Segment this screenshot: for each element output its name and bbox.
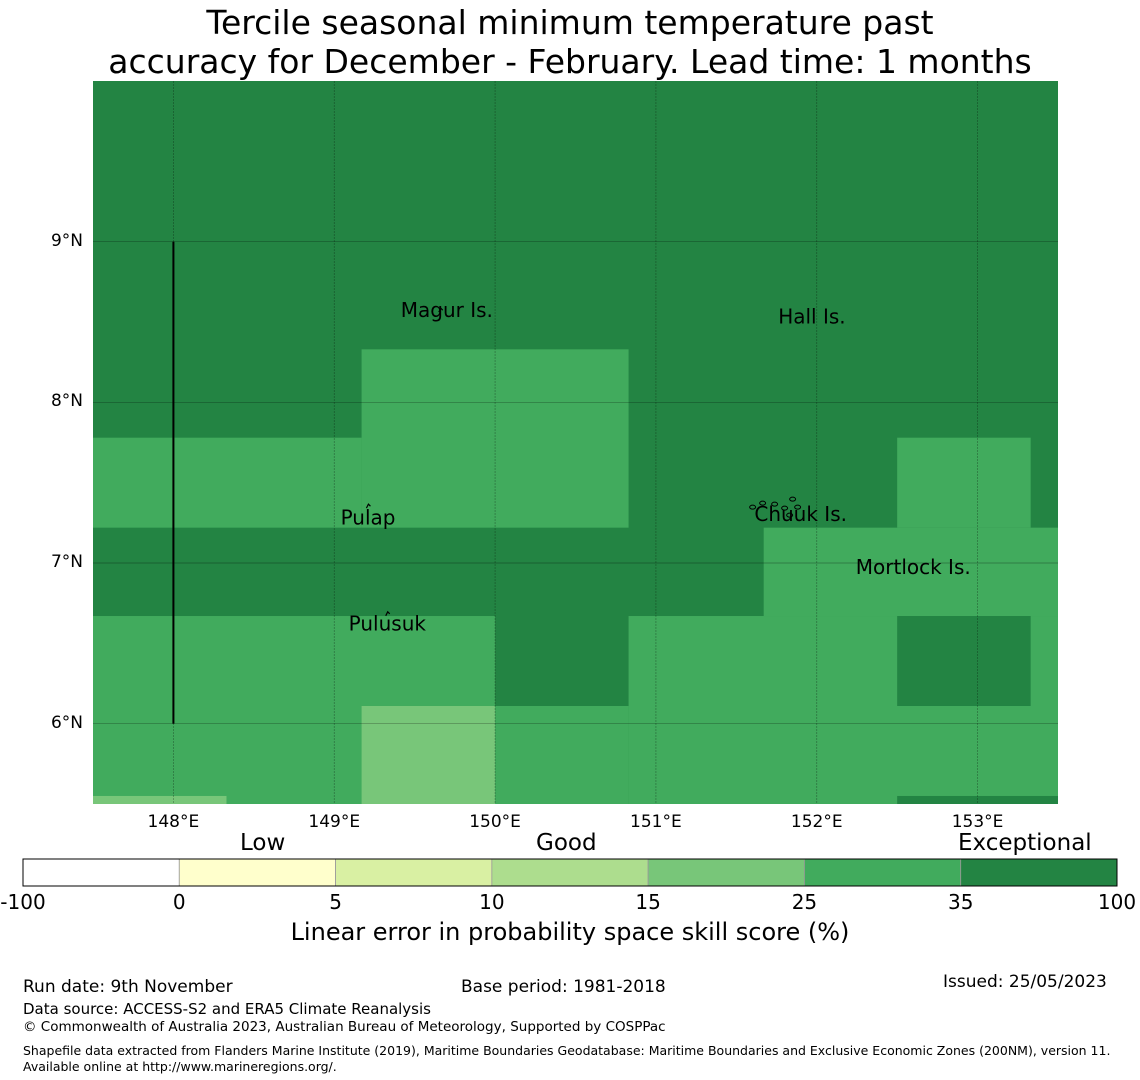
colorbar-tick-label: 25	[791, 890, 818, 914]
colorbar-tick-label: 15	[635, 890, 661, 914]
skill-cell-3	[897, 437, 1031, 528]
chart-title: Tercile seasonal minimum temperature pas…	[0, 3, 1140, 82]
data-source: Data source: ACCESS-S2 and ERA5 Climate …	[23, 1000, 431, 1018]
colorbar-tick-label: 100	[1097, 890, 1137, 914]
shapefile-credit: Shapefile data extracted from Flanders M…	[23, 1043, 1111, 1075]
skill-map: Magur Is. Hall Is. Pulap Chuuk Is. Mortlock …	[22, 81, 1118, 887]
copyright: © Commonwealth of Australia 2023, Austra…	[23, 1019, 666, 1035]
chuuk-island-outline	[771, 501, 779, 507]
lat-tick-label: 7°N	[50, 552, 83, 572]
colorbar-tick-label: 5	[329, 890, 342, 914]
colorbar-tick-label: 0	[172, 890, 186, 914]
colorbar-tick-label: -100	[0, 890, 46, 914]
place-label-0: Magur Is.	[401, 298, 493, 322]
place-label-3: Chuuk Is.	[754, 502, 847, 526]
place-label-1: Hall Is.	[778, 305, 845, 329]
run-date: Run date: 9th November	[23, 977, 233, 997]
lon-tick-label: 149°E	[308, 812, 361, 832]
lat-tick-label: 9°N	[50, 230, 83, 251]
issued-date: Issued: 25/05/2023	[943, 972, 1107, 992]
chuuk-island-outline	[789, 496, 797, 502]
skill-cell-11	[93, 795, 227, 804]
legend-category-low: Low	[240, 830, 286, 856]
legend-category-exceptional: Exceptional	[958, 830, 1092, 856]
lon-tick-label: 150°E	[469, 812, 521, 832]
chuuk-island-outline	[781, 505, 789, 511]
skill-cell-1	[361, 349, 629, 528]
chuuk-island-outline	[759, 500, 767, 506]
skill-cell-9	[897, 795, 1058, 804]
colorbar-segment-0	[22, 858, 180, 887]
place-label-5: Pulusuk	[349, 611, 427, 635]
skill-cell-10	[361, 705, 496, 804]
chuuk-island-outline	[786, 512, 794, 518]
colorbar-segment-5	[804, 858, 962, 887]
island-outline	[365, 503, 371, 509]
colorbar-segment-2	[335, 858, 493, 887]
lat-tick-label: 6°N	[50, 712, 83, 733]
skill-cell-4	[763, 527, 1058, 617]
place-label-2: Pulap	[341, 505, 396, 529]
island-outline	[385, 610, 391, 617]
skill-cell-2	[93, 437, 362, 528]
colorbar-tick-label: 35	[947, 890, 974, 914]
island-outline	[438, 307, 444, 313]
skill-cell-7	[495, 705, 629, 804]
base-period: Base period: 1981-2018	[461, 977, 666, 997]
skill-cell-8	[897, 616, 1031, 706]
place-label-4: Mortlock Is.	[856, 555, 971, 579]
colorbar-frame	[22, 858, 1118, 887]
title-line-2: accuracy for December - February. Lead t…	[108, 41, 1032, 81]
colorbar-segment-6	[960, 858, 1118, 887]
legend-category-good: Good	[536, 830, 597, 856]
colorbar-tick-label: 10	[479, 890, 505, 914]
lon-tick-label: 153°E	[951, 812, 1004, 832]
lon-tick-label: 151°E	[630, 812, 682, 832]
colorbar-segment-3	[491, 858, 649, 887]
colorbar-segment-1	[178, 858, 336, 887]
chuuk-island-outline	[794, 504, 802, 510]
colorbar-title: Linear error in probability space skill …	[290, 918, 850, 946]
chuuk-island-outline	[749, 504, 757, 510]
title-line-1: Tercile seasonal minimum temperature pas…	[206, 3, 934, 42]
lat-tick-label: 8°N	[50, 391, 83, 412]
colorbar-segment-4	[647, 858, 805, 887]
lon-tick-label: 148°E	[147, 812, 200, 832]
lon-tick-label: 152°E	[790, 812, 843, 832]
